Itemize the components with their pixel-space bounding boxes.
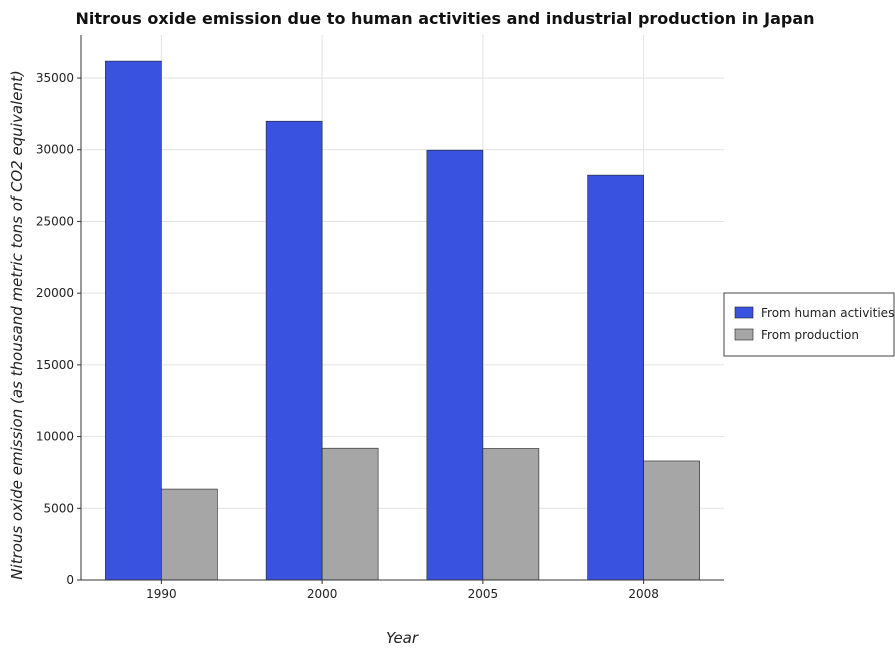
bar-human-activities-2000 (265, 120, 323, 581)
x-tick-label: 1990 (146, 587, 177, 601)
y-tick-label: 20000 (36, 286, 74, 300)
bar-production-2005 (482, 448, 540, 581)
bar-production-1990 (161, 488, 218, 581)
x-tick-label: 2008 (628, 587, 659, 601)
tick-labels: 0 5000 10000 15000 20000 25000 30000 35000 1990 2… (36, 71, 659, 601)
bar-human-activities-1990 (105, 60, 162, 581)
y-tick-label: 35000 (36, 71, 74, 85)
x-tick-label: 2005 (468, 587, 499, 601)
y-tick-label: 15000 (36, 358, 74, 372)
legend-box (723, 292, 895, 357)
y-tick-label: 0 (66, 573, 74, 587)
bars (105, 60, 700, 581)
y-axis-title: Nitrous oxide emission (as thousand metr… (8, 70, 26, 579)
bar-production-2000 (321, 447, 379, 581)
y-tick-label: 10000 (36, 430, 74, 444)
legend-swatch (734, 328, 754, 341)
x-tick-label: 2000 (307, 587, 338, 601)
y-tick-label: 30000 (36, 143, 74, 157)
legend-label: From production (761, 328, 859, 342)
legend-label: From human activities (761, 306, 894, 320)
axes (77, 35, 724, 584)
legend-swatch (734, 306, 754, 319)
y-tick-label: 25000 (36, 214, 74, 228)
bar-human-activities-2008 (587, 174, 644, 581)
chart-title: Nitrous oxide emission due to human acti… (75, 9, 814, 28)
bar-human-activities-2005 (426, 149, 484, 581)
legend: From human activities From production (723, 292, 895, 357)
y-tick-label: 5000 (43, 501, 74, 515)
bar-production-2008 (643, 460, 700, 581)
x-axis-title: Year (386, 629, 419, 647)
